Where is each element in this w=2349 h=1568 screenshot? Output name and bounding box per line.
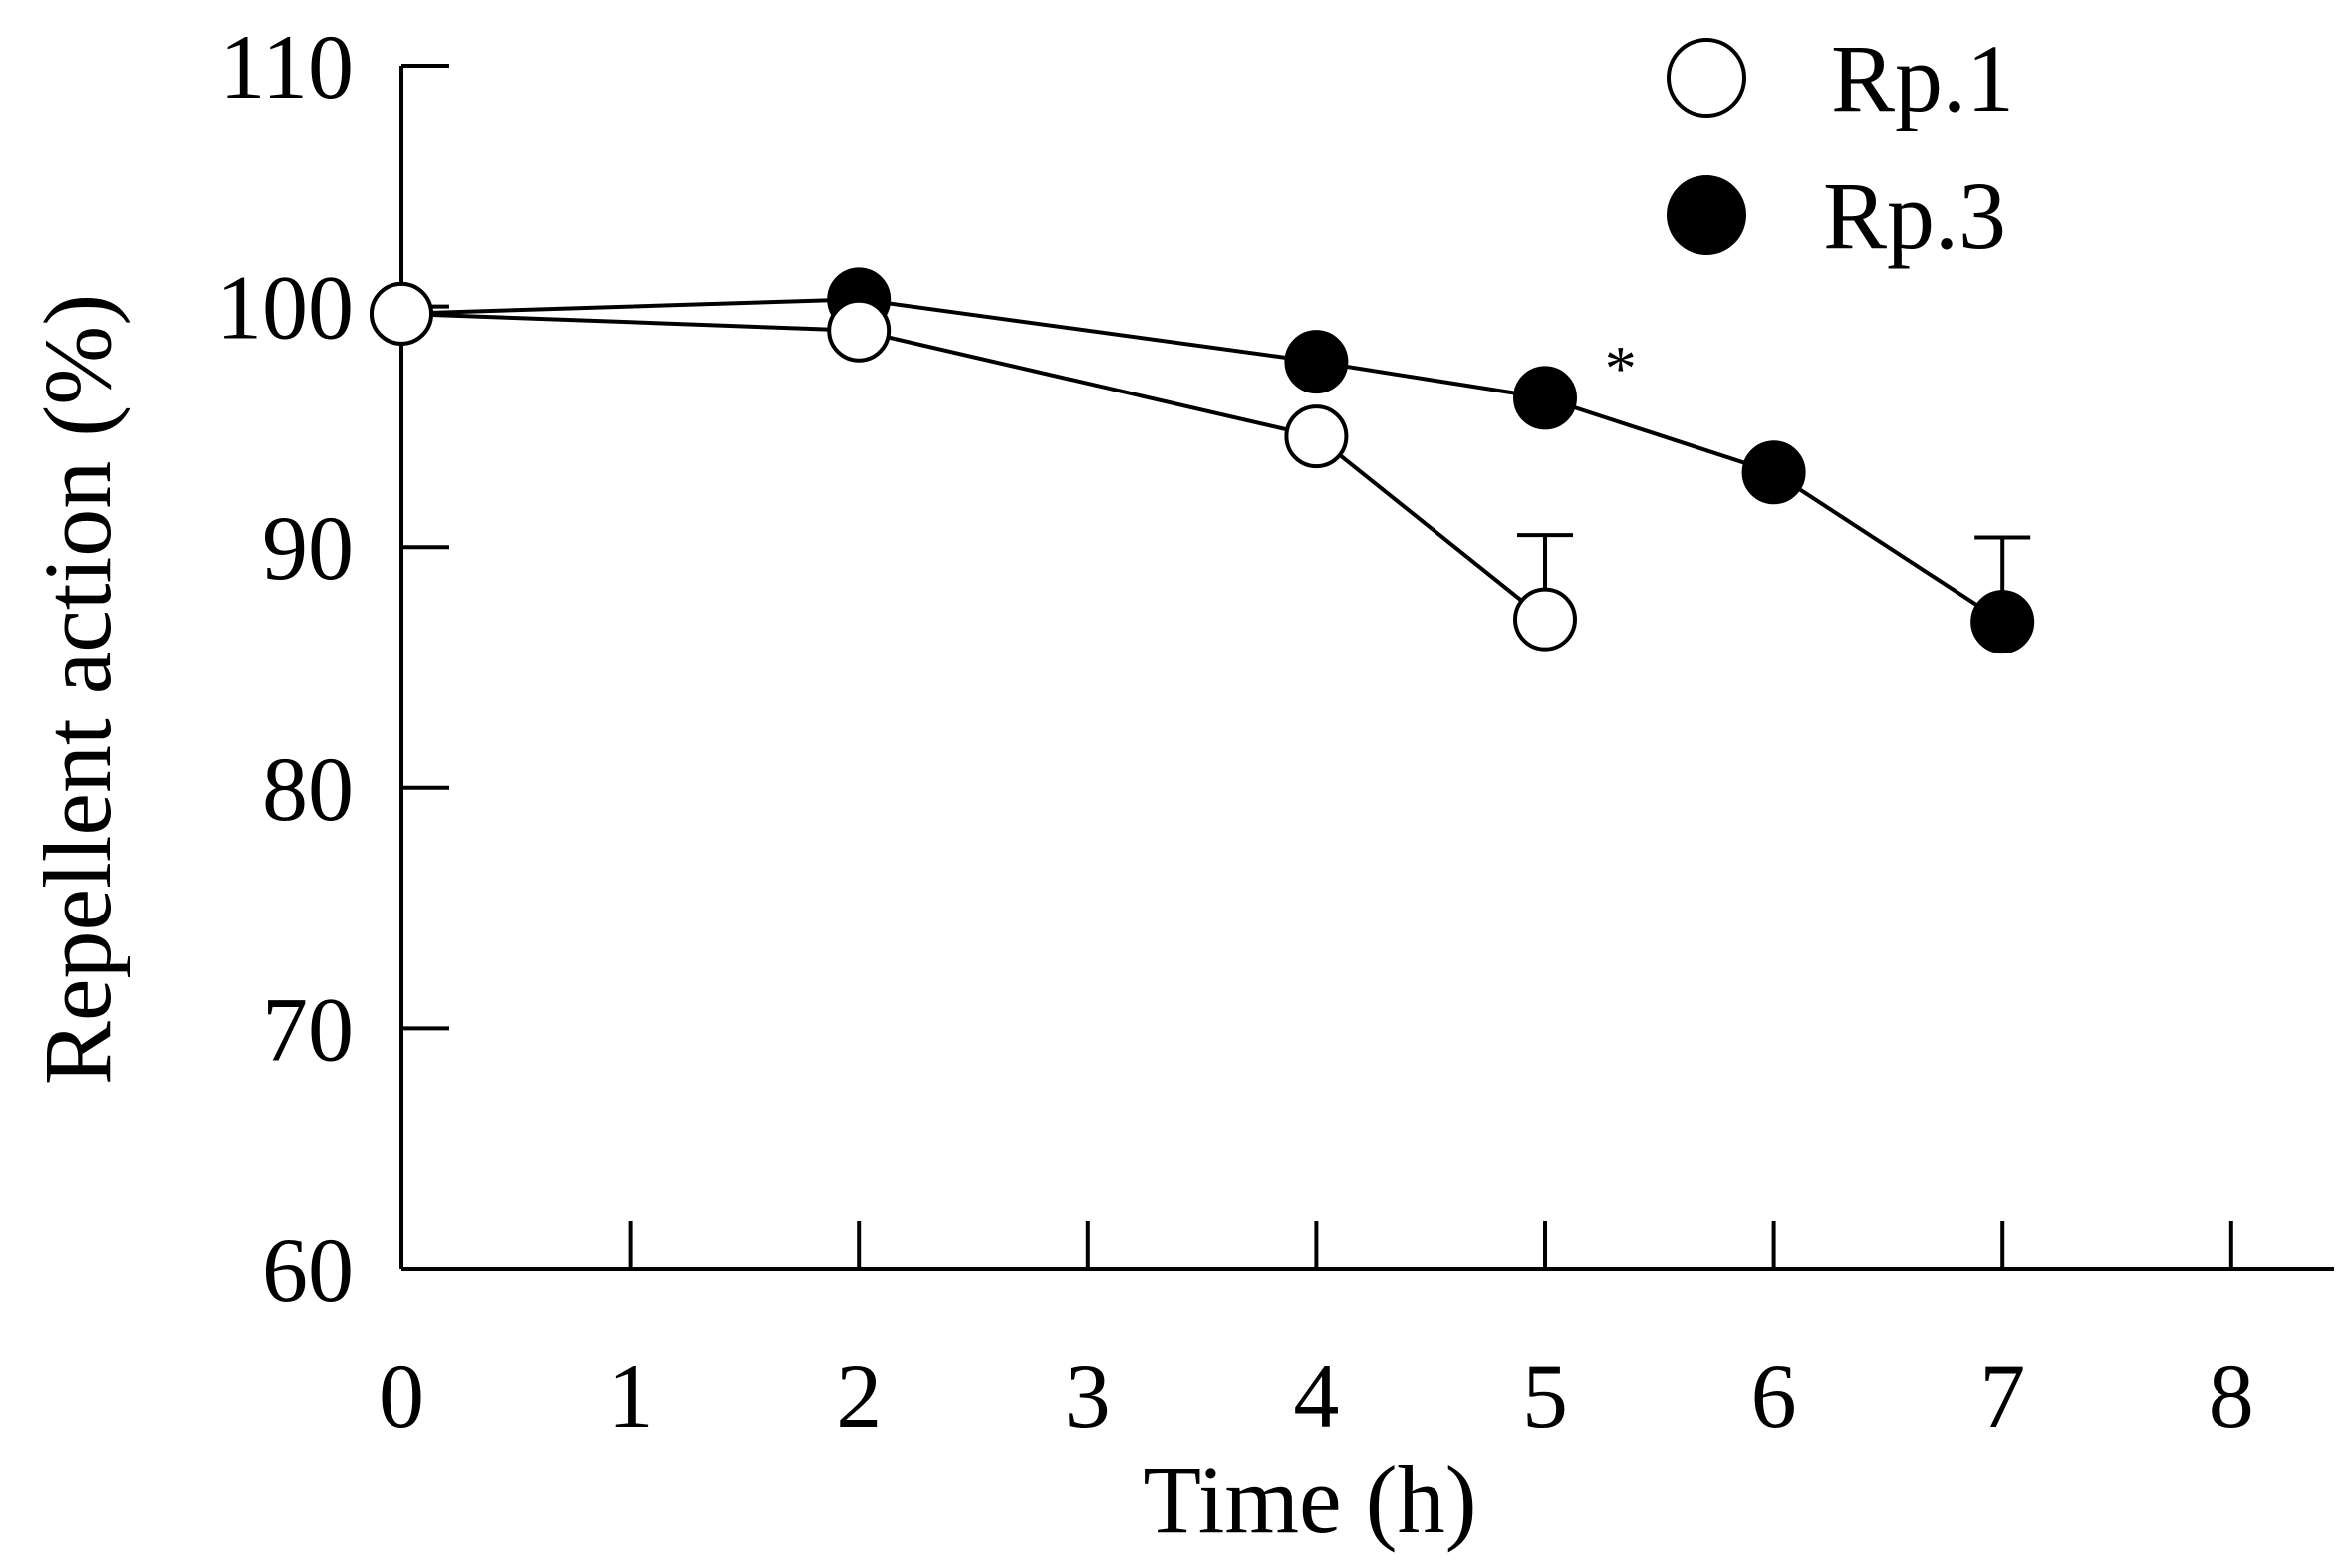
axes	[399, 64, 2334, 1271]
y-axis-title: Repellent action (%)	[24, 294, 130, 1085]
data-point-rp1	[827, 298, 892, 363]
data-point-rp3	[1741, 440, 1806, 505]
legend-label-rp1: Rp.1	[1831, 25, 2014, 131]
x-axis-title: Time (h)	[1143, 1446, 1476, 1553]
y-tick-label: 80	[262, 738, 354, 840]
y-tick-label: 90	[262, 497, 354, 599]
data-point-rp3	[1513, 366, 1577, 430]
legend-marker-rp3	[1667, 175, 1746, 255]
data-point-rp1	[1284, 404, 1349, 469]
data-point-rp1	[370, 281, 433, 346]
legend-label-rp3: Rp.3	[1823, 162, 2006, 269]
x-tick-label: 3	[1065, 1345, 1111, 1446]
labels-layer: 60 70 80 90 100 110 0 1 2 3 4 5 6 7 8 Time (h) Repellent…	[24, 16, 2254, 1553]
significance-annotation: *	[1605, 333, 1637, 403]
legend-marker-rp1	[1667, 38, 1746, 118]
x-tick-label: 1	[608, 1345, 653, 1446]
series-layer	[370, 267, 2035, 654]
x-tick-label: 6	[1751, 1345, 1797, 1446]
y-tick-label: 70	[262, 978, 354, 1080]
x-tick-label: 5	[1522, 1345, 1568, 1446]
series-line-rp1	[400, 311, 1547, 622]
x-tick-label: 8	[2209, 1345, 2254, 1446]
y-tick-label: 60	[262, 1219, 354, 1321]
data-point-rp1	[1513, 587, 1577, 652]
data-point-rp3	[1970, 590, 2035, 654]
x-tick-label: 7	[1979, 1345, 2025, 1446]
x-tick-label: 2	[836, 1345, 882, 1446]
data-point-rp3	[1284, 330, 1349, 394]
series-line-rp3	[400, 297, 2004, 624]
x-tick-label: 0	[379, 1345, 424, 1446]
x-tick-label: 4	[1293, 1345, 1339, 1446]
legend: Rp.1 Rp.3	[1667, 25, 2014, 269]
y-tick-label: 100	[216, 257, 354, 359]
y-tick-label: 110	[219, 16, 354, 118]
